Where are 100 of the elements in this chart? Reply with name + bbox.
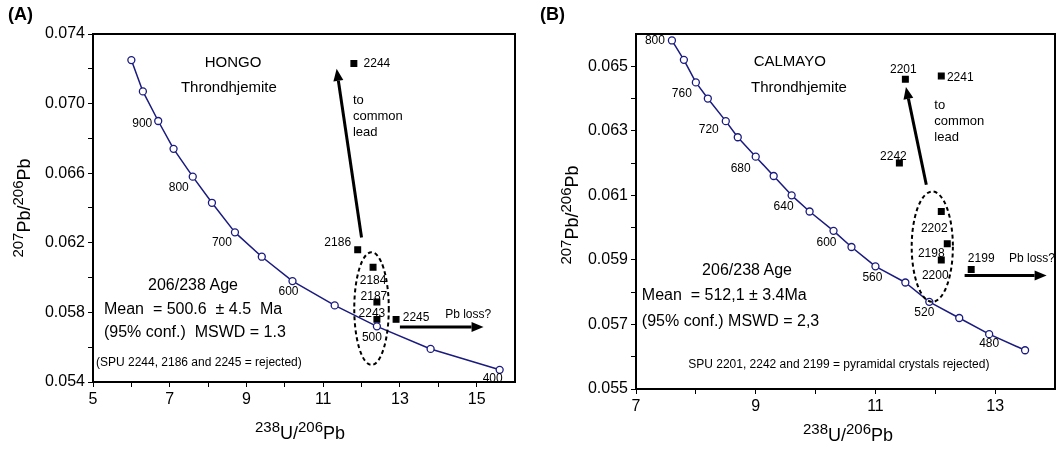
point xyxy=(1020,346,1030,355)
point xyxy=(871,262,880,271)
point xyxy=(955,313,964,323)
point xyxy=(207,198,217,207)
y-tick-label: 0.061 xyxy=(587,185,629,203)
point xyxy=(495,365,504,374)
x-axis-title: $^{238}$U/$^{206}$Pb xyxy=(254,418,346,444)
x-tick-label: 11 xyxy=(867,397,884,415)
annotation: (95% conf.) MSWD = 1.3 xyxy=(103,323,286,341)
annotation: 2201 xyxy=(890,62,918,77)
annotation: 206/238 Age xyxy=(148,276,239,294)
y-tick-label: 0.062 xyxy=(44,233,86,251)
point xyxy=(847,242,856,252)
x-axis-title: $^{238}$U/$^{206}$Pb xyxy=(802,420,894,446)
point xyxy=(369,263,377,271)
annotation: to common lead xyxy=(934,96,985,144)
chart-title: (B) xyxy=(540,4,565,25)
annotation: 600 xyxy=(816,235,837,250)
annotation: CALMAYO xyxy=(753,52,826,70)
point xyxy=(805,207,814,216)
annotation: 760 xyxy=(671,85,693,100)
y-tick-label: 0.065 xyxy=(587,56,629,74)
point xyxy=(829,226,838,236)
annotation: 480 xyxy=(979,336,1000,351)
point xyxy=(937,72,945,80)
point xyxy=(169,144,178,153)
chart-title: (A) xyxy=(8,4,33,25)
y-tick-label: 0.055 xyxy=(587,379,629,397)
point xyxy=(985,329,994,339)
annotation: 2244 xyxy=(363,55,391,70)
y-tick-label: 0.063 xyxy=(587,121,629,139)
annotation: (95% conf.) MSWD = 2,3 xyxy=(641,311,820,329)
point xyxy=(703,94,712,103)
annotation: 2198 xyxy=(917,246,945,261)
point xyxy=(787,191,796,200)
annotation: SPU 2201, 2242 and 2199 = pyramidal crystals rejected) xyxy=(688,356,990,371)
y-tick-label: 0.070 xyxy=(44,94,86,112)
point xyxy=(721,116,730,126)
y-tick-label: 0.059 xyxy=(587,250,629,268)
point xyxy=(188,172,197,181)
point xyxy=(288,276,297,286)
point xyxy=(679,55,689,64)
annotation: 720 xyxy=(698,122,720,137)
x-tick-label: 5 xyxy=(88,390,98,408)
annotation: 2202 xyxy=(920,220,948,235)
annotation: 2200 xyxy=(921,268,949,283)
point xyxy=(230,228,240,237)
annotation: 2242 xyxy=(880,149,908,164)
x-tick-label: 13 xyxy=(391,390,409,408)
point xyxy=(967,266,975,274)
x-tick-label: 9 xyxy=(751,397,761,415)
point xyxy=(733,133,742,142)
point xyxy=(354,246,362,254)
point xyxy=(769,171,778,181)
annotation: 600 xyxy=(278,284,299,299)
annotation: (SPU 2244, 2186 and 2245 = rejected) xyxy=(95,355,302,370)
annotation: Throndhjemite xyxy=(180,78,277,96)
annotation: 800 xyxy=(644,32,666,47)
y-tick-label: 0.066 xyxy=(44,163,86,181)
annotation: 560 xyxy=(862,269,883,284)
point xyxy=(943,240,951,248)
annotation: 520 xyxy=(914,305,935,320)
annotation: 206/238 Age xyxy=(702,260,793,278)
annotation: 2184 xyxy=(359,273,387,288)
annotation: to common lead xyxy=(352,91,403,139)
annotation: 900 xyxy=(132,116,153,131)
point xyxy=(257,252,266,261)
point xyxy=(901,278,910,287)
point xyxy=(667,36,677,45)
annotation: Mean = 512,1 ± 3.4Ma xyxy=(641,286,807,304)
y-tick-label: 0.058 xyxy=(44,302,86,320)
annotation: Pb loss? xyxy=(445,307,492,322)
annotation: 2187 xyxy=(360,289,388,304)
annotation: Throndhjemite xyxy=(751,77,847,95)
point xyxy=(372,322,382,331)
annotation: HONGO xyxy=(204,53,262,71)
x-tick-label: 9 xyxy=(242,390,251,408)
annotation: 700 xyxy=(211,234,233,249)
x-tick-label: 7 xyxy=(165,390,175,408)
point xyxy=(350,60,358,68)
annotation: 800 xyxy=(168,179,190,194)
annotation: Mean = 500.6 ± 4.5 Ma xyxy=(103,300,283,318)
x-tick-label: 13 xyxy=(986,397,1005,415)
x-tick-label: 11 xyxy=(314,390,332,408)
y-tick-label: 0.054 xyxy=(44,372,86,390)
y-tick-label: 0.074 xyxy=(44,24,86,42)
annotation: 2245 xyxy=(402,309,430,324)
point xyxy=(330,301,339,310)
point xyxy=(426,344,435,354)
point xyxy=(937,208,945,215)
x-tick-label: 7 xyxy=(631,397,641,415)
point xyxy=(154,116,163,126)
annotation: 500 xyxy=(361,329,383,344)
annotation: Pb loss? xyxy=(1008,250,1056,265)
point xyxy=(127,55,136,65)
annotation: 2243 xyxy=(358,305,386,320)
point xyxy=(138,87,148,96)
annotation: 680 xyxy=(730,160,752,175)
y-tick-label: 0.057 xyxy=(587,314,629,332)
point xyxy=(691,78,701,87)
